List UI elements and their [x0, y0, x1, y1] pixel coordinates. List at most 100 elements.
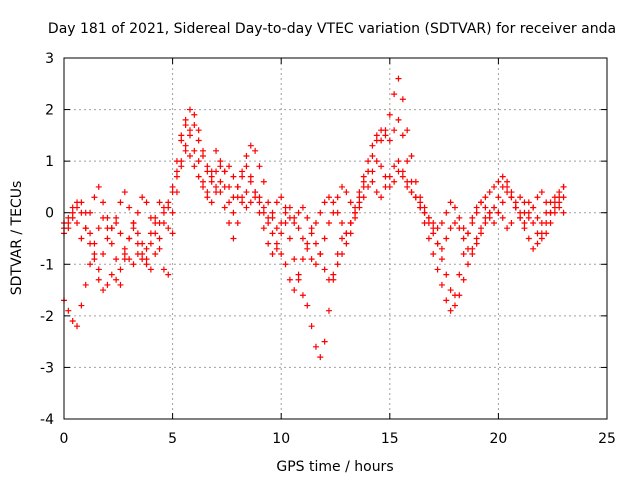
data-point-marker: [247, 199, 254, 206]
data-point-marker: [504, 183, 511, 190]
data-point-marker: [178, 158, 185, 165]
data-point-marker: [530, 204, 537, 211]
x-tick-label: 5: [168, 431, 177, 447]
data-point-marker: [160, 266, 167, 273]
data-point-marker: [443, 235, 450, 242]
data-point-marker: [239, 168, 246, 175]
data-point-marker: [226, 220, 233, 227]
data-point-marker: [117, 266, 124, 273]
data-point-marker: [291, 256, 298, 263]
data-point-marker: [265, 220, 272, 227]
data-point-marker: [213, 147, 220, 154]
data-point-marker: [491, 204, 498, 211]
data-point-marker: [273, 199, 280, 206]
data-point-marker: [65, 214, 72, 221]
data-point-marker: [282, 209, 289, 216]
data-point-marker: [69, 204, 76, 211]
data-point-marker: [160, 209, 167, 216]
data-point-marker: [425, 214, 432, 221]
data-point-marker: [252, 189, 259, 196]
data-point-marker: [230, 194, 237, 201]
data-point-marker: [421, 220, 428, 227]
data-point-marker: [456, 271, 463, 278]
data-point-marker: [117, 281, 124, 288]
data-point-marker: [325, 276, 332, 283]
data-point-marker: [391, 127, 398, 134]
data-point-marker: [165, 271, 172, 278]
data-point-marker: [378, 127, 385, 134]
data-point-marker: [425, 235, 432, 242]
data-point-marker: [551, 194, 558, 201]
data-point-marker: [169, 189, 176, 196]
data-point-marker: [373, 189, 380, 196]
data-point-marker: [282, 261, 289, 268]
data-point-marker: [321, 266, 328, 273]
data-point-marker: [443, 209, 450, 216]
data-point-marker: [178, 132, 185, 139]
data-point-marker: [538, 235, 545, 242]
data-point-marker: [482, 220, 489, 227]
data-point-marker: [200, 147, 207, 154]
data-point-marker: [182, 142, 189, 149]
data-point-marker: [156, 245, 163, 252]
data-point-marker: [478, 230, 485, 237]
data-point-marker: [469, 220, 476, 227]
data-point-marker: [499, 214, 506, 221]
data-point-marker: [365, 168, 372, 175]
data-point-marker: [74, 199, 81, 206]
data-point-marker: [113, 256, 120, 263]
data-point-marker: [395, 116, 402, 123]
data-point-marker: [147, 266, 154, 273]
data-point-marker: [504, 225, 511, 232]
data-point-marker: [378, 194, 385, 201]
data-point-marker: [482, 204, 489, 211]
data-point-marker: [299, 204, 306, 211]
data-point-marker: [113, 214, 120, 221]
data-point-marker: [369, 178, 376, 185]
data-point-marker: [525, 214, 532, 221]
data-point-marker: [74, 323, 81, 330]
data-point-marker: [330, 271, 337, 278]
data-point-marker: [352, 214, 359, 221]
data-point-marker: [451, 302, 458, 309]
y-tick-label: 2: [45, 103, 54, 119]
data-point-marker: [447, 287, 454, 294]
data-point-marker: [221, 204, 228, 211]
data-point-marker: [295, 209, 302, 216]
data-point-marker: [234, 220, 241, 227]
data-point-marker: [473, 240, 480, 247]
data-point-marker: [213, 168, 220, 175]
data-point-marker: [152, 214, 159, 221]
data-point-marker: [312, 343, 319, 350]
data-point-marker: [530, 245, 537, 252]
data-point-marker: [464, 261, 471, 268]
data-point-marker: [399, 96, 406, 103]
data-point-marker: [256, 163, 263, 170]
data-point-marker: [230, 235, 237, 242]
data-point-marker: [308, 225, 315, 232]
data-point-marker: [139, 240, 146, 247]
data-point-marker: [534, 194, 541, 201]
data-point-marker: [438, 256, 445, 263]
data-point-marker: [100, 250, 107, 257]
data-point-marker: [178, 163, 185, 170]
data-point-marker: [243, 204, 250, 211]
data-point-marker: [226, 183, 233, 190]
data-point-marker: [304, 302, 311, 309]
data-point-marker: [486, 189, 493, 196]
data-point-marker: [282, 220, 289, 227]
data-point-marker: [100, 214, 107, 221]
data-point-marker: [239, 199, 246, 206]
data-point-marker: [391, 163, 398, 170]
data-point-marker: [286, 276, 293, 283]
data-point-marker: [308, 256, 315, 263]
data-point-marker: [169, 183, 176, 190]
data-point-marker: [165, 225, 172, 232]
data-point-marker: [121, 250, 128, 257]
data-point-marker: [134, 250, 141, 257]
data-point-marker: [538, 189, 545, 196]
data-point-marker: [525, 235, 532, 242]
data-point-marker: [91, 256, 98, 263]
data-point-marker: [139, 194, 146, 201]
data-point-marker: [560, 209, 567, 216]
